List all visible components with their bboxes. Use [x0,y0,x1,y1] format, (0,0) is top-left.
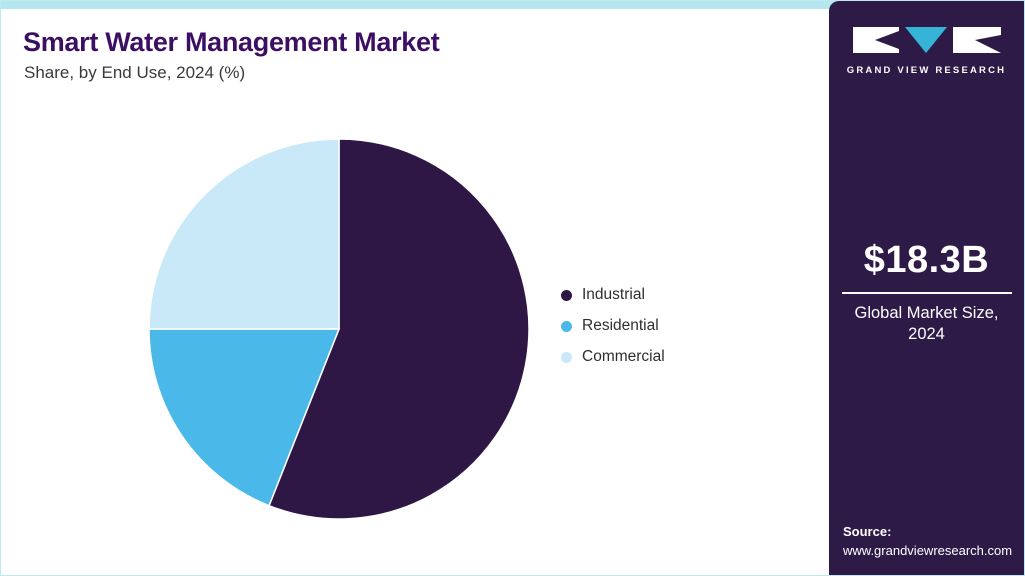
brand-sidebar: GRAND VIEW RESEARCH $18.3B Global Market… [829,1,1024,575]
market-size-label: Global Market Size, 2024 [854,304,999,344]
legend-swatch-industrial [561,289,572,301]
pie-slice-industrial [268,138,530,520]
source-url: www.grandviewresearch.com [843,543,1013,559]
legend-item-commercial: Commercial [561,348,665,366]
legend-swatch-commercial [561,351,572,363]
legend-label-industrial: Industrial [582,286,645,303]
grand-view-research-logo-icon [852,27,1001,59]
pie-slice-commercial [148,138,340,330]
legend-label-residential: Residential [582,317,659,334]
brand-name: GRAND VIEW RESEARCH [846,65,1007,76]
market-size-value: $18.3B [863,239,990,281]
pie-slice-residential [148,328,341,507]
legend-item-industrial: Industrial [561,286,665,304]
top-accent-bar [1,1,1024,9]
legend-swatch-residential [561,320,572,332]
chart-legend: Industrial Residential Commercial [561,286,665,366]
source-block: Source: www.grandviewresearch.com [843,523,1012,561]
source-label: Source: [843,524,892,540]
page-title: Smart Water Management Market [23,27,440,57]
legend-item-residential: Residential [561,317,665,335]
pie-chart-svg [148,138,530,520]
market-size-block: $18.3B Global Market Size, 2024 [829,239,1024,346]
brand-logo-block: GRAND VIEW RESEARCH [829,27,1024,76]
page-subtitle: Share, by End Use, 2024 (%) [24,63,246,82]
market-size-divider [841,292,1012,294]
pie-chart [147,137,531,521]
legend-label-commercial: Commercial [582,348,665,365]
